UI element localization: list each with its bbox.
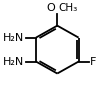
Text: H₂N: H₂N xyxy=(3,57,25,67)
Text: H₂N: H₂N xyxy=(3,33,25,43)
Text: F: F xyxy=(90,57,96,67)
Text: CH₃: CH₃ xyxy=(58,3,77,13)
Text: O: O xyxy=(47,3,55,13)
